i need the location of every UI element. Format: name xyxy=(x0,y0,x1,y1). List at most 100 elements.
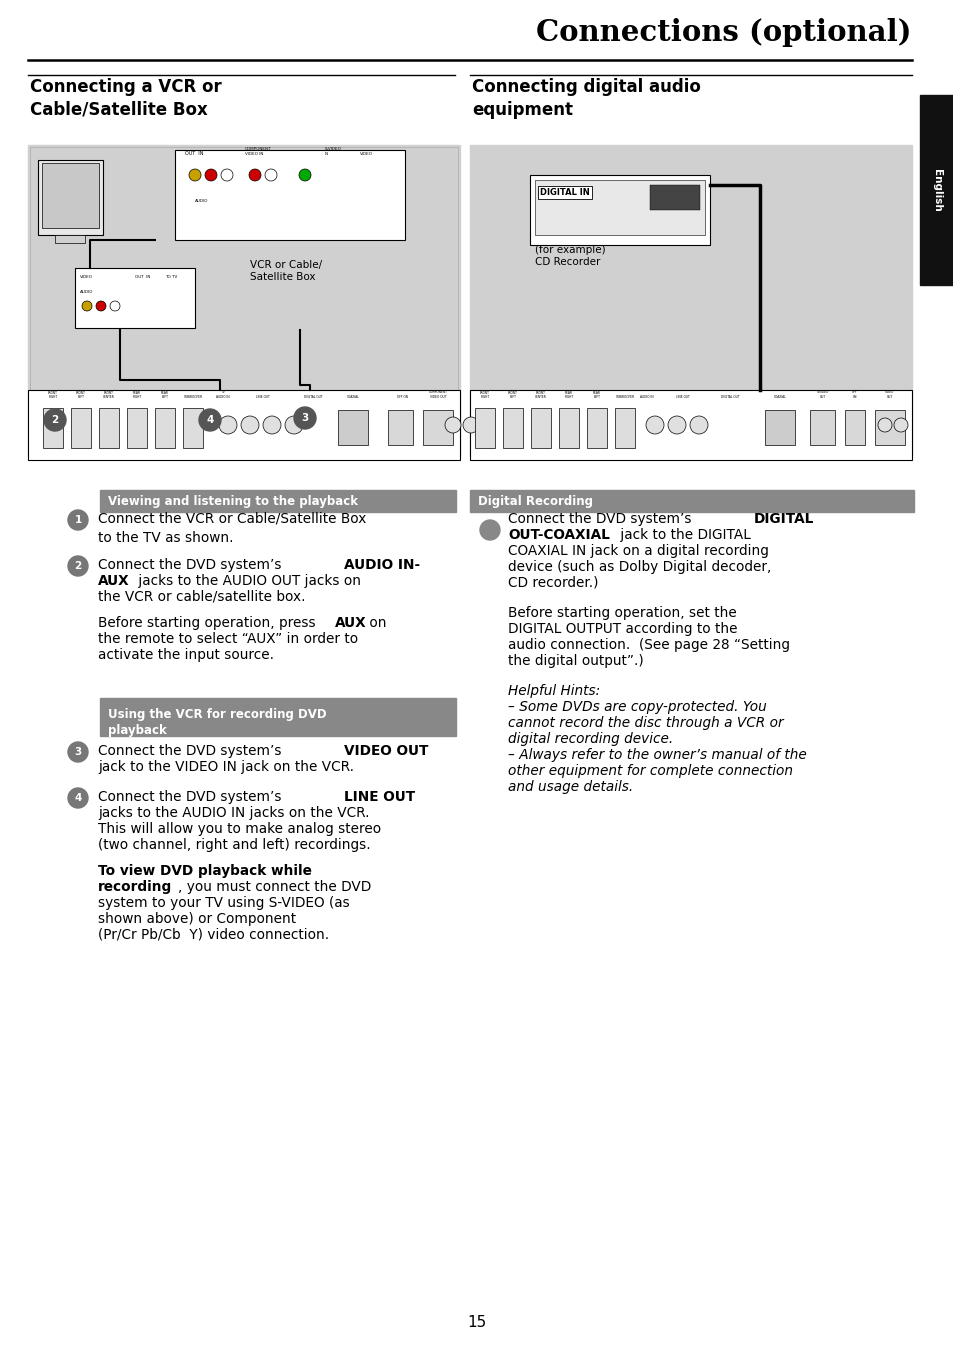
Text: DIGITAL IN: DIGITAL IN xyxy=(539,188,589,197)
Circle shape xyxy=(221,169,233,181)
Text: Using the VCR for recording DVD: Using the VCR for recording DVD xyxy=(108,708,326,721)
Circle shape xyxy=(68,510,88,530)
Circle shape xyxy=(263,416,281,434)
Bar xyxy=(43,408,63,448)
Text: the digital output”.): the digital output”.) xyxy=(507,654,643,668)
Bar xyxy=(470,389,911,460)
Text: and usage details.: and usage details. xyxy=(507,780,633,794)
Text: Connecting a VCR or
Cable/Satellite Box: Connecting a VCR or Cable/Satellite Box xyxy=(30,78,221,119)
Text: FRONT
LEFT: FRONT LEFT xyxy=(508,391,517,399)
Text: AUDIO IN: AUDIO IN xyxy=(639,395,653,399)
Circle shape xyxy=(249,169,261,181)
Bar xyxy=(558,408,578,448)
Text: the remote to select “AUX” in order to: the remote to select “AUX” in order to xyxy=(98,631,357,646)
Text: AUDIO IN-: AUDIO IN- xyxy=(344,558,419,572)
Text: VIDEO
OUT: VIDEO OUT xyxy=(884,391,894,399)
Text: AUX: AUX xyxy=(98,575,130,588)
Text: OUT-COAXIAL: OUT-COAXIAL xyxy=(507,529,609,542)
Text: DIGITAL OUTPUT according to the: DIGITAL OUTPUT according to the xyxy=(507,622,737,635)
Bar xyxy=(388,410,413,445)
Text: playback: playback xyxy=(108,725,167,737)
Text: TO TV: TO TV xyxy=(165,274,177,279)
Text: LINE OUT: LINE OUT xyxy=(344,790,415,804)
Bar xyxy=(337,410,368,445)
Bar xyxy=(174,150,405,241)
Text: Connections (optional): Connections (optional) xyxy=(536,18,911,47)
Text: Connect the VCR or Cable/Satellite Box
to the TV as shown.: Connect the VCR or Cable/Satellite Box t… xyxy=(98,512,366,545)
Text: FRONT
CENTER: FRONT CENTER xyxy=(535,391,546,399)
Text: Before starting operation, press: Before starting operation, press xyxy=(98,617,319,630)
Text: REAR
LEFT: REAR LEFT xyxy=(161,391,169,399)
Text: , you must connect the DVD: , you must connect the DVD xyxy=(178,880,371,894)
Text: English: English xyxy=(931,169,941,211)
Text: on: on xyxy=(365,617,386,630)
Text: COAXIAL IN jack on a digital recording: COAXIAL IN jack on a digital recording xyxy=(507,544,768,558)
Bar xyxy=(470,489,913,512)
Text: (Pr/Cr Pb/Cb  Y) video connection.: (Pr/Cr Pb/Cb Y) video connection. xyxy=(98,927,329,942)
Text: – Some DVDs are copy-protected. You: – Some DVDs are copy-protected. You xyxy=(507,700,766,714)
Bar xyxy=(38,160,103,235)
Circle shape xyxy=(667,416,685,434)
Text: Viewing and listening to the playback: Viewing and listening to the playback xyxy=(108,495,357,507)
Text: VIDEO: VIDEO xyxy=(359,151,373,155)
Text: (for example)
CD Recorder: (for example) CD Recorder xyxy=(535,245,605,266)
Circle shape xyxy=(285,416,303,434)
Text: AUX: AUX xyxy=(335,617,366,630)
Text: AUDIO: AUDIO xyxy=(80,289,93,293)
Bar xyxy=(42,164,99,228)
Text: recording: recording xyxy=(98,880,172,894)
Text: OFF
ON: OFF ON xyxy=(851,391,857,399)
Text: VIDEO OUT: VIDEO OUT xyxy=(344,744,428,758)
Text: 4: 4 xyxy=(206,415,213,425)
Text: shown above) or Component: shown above) or Component xyxy=(98,913,295,926)
Text: system to your TV using S-VIDEO (as: system to your TV using S-VIDEO (as xyxy=(98,896,350,910)
Text: REAR
RIGHT: REAR RIGHT xyxy=(132,391,141,399)
Bar xyxy=(649,185,700,210)
Circle shape xyxy=(68,788,88,808)
Text: Before starting operation, set the: Before starting operation, set the xyxy=(507,606,736,621)
Circle shape xyxy=(96,301,106,311)
Text: OFF ON: OFF ON xyxy=(397,395,408,399)
Text: FRONT
CENTER: FRONT CENTER xyxy=(103,391,114,399)
Text: 2: 2 xyxy=(51,415,58,425)
Text: jacks to the AUDIO OUT jacks on: jacks to the AUDIO OUT jacks on xyxy=(133,575,360,588)
Text: VCR or Cable/
Satellite Box: VCR or Cable/ Satellite Box xyxy=(250,260,322,283)
Text: jack to the VIDEO IN jack on the VCR.: jack to the VIDEO IN jack on the VCR. xyxy=(98,760,354,773)
Text: cannot record the disc through a VCR or: cannot record the disc through a VCR or xyxy=(507,717,782,730)
Bar xyxy=(30,147,457,453)
Circle shape xyxy=(44,410,66,431)
Text: Connect the DVD system’s: Connect the DVD system’s xyxy=(98,744,286,758)
Text: To view DVD playback while: To view DVD playback while xyxy=(98,864,312,877)
Bar xyxy=(531,408,551,448)
Text: 3: 3 xyxy=(74,748,82,757)
Text: Connect the DVD system’s: Connect the DVD system’s xyxy=(98,790,286,804)
Circle shape xyxy=(294,407,315,429)
Text: CD recorder.): CD recorder.) xyxy=(507,576,598,589)
Bar xyxy=(615,408,635,448)
Bar xyxy=(183,408,203,448)
Text: This will allow you to make analog stereo: This will allow you to make analog stere… xyxy=(98,822,381,836)
Text: (two channel, right and left) recordings.: (two channel, right and left) recordings… xyxy=(98,838,370,852)
Bar xyxy=(100,698,456,735)
Text: other equipment for complete connection: other equipment for complete connection xyxy=(507,764,792,777)
Bar xyxy=(874,410,904,445)
Text: S-VIDEO
OUT: S-VIDEO OUT xyxy=(816,391,828,399)
Text: – Always refer to the owner’s manual of the: – Always refer to the owner’s manual of … xyxy=(507,748,806,763)
Text: Connect the DVD system’s: Connect the DVD system’s xyxy=(98,558,286,572)
Text: SUBWOOFER: SUBWOOFER xyxy=(183,395,202,399)
Circle shape xyxy=(444,416,460,433)
Bar xyxy=(535,180,704,235)
Bar xyxy=(530,174,709,245)
Text: Helpful Hints:: Helpful Hints: xyxy=(507,684,599,698)
Circle shape xyxy=(189,169,201,181)
Text: S-VIDEO
IN: S-VIDEO IN xyxy=(325,147,341,155)
Circle shape xyxy=(298,169,311,181)
Text: FRONT
RIGHT: FRONT RIGHT xyxy=(479,391,490,399)
Bar xyxy=(586,408,606,448)
Text: Digital Recording: Digital Recording xyxy=(477,495,593,507)
Circle shape xyxy=(479,521,499,539)
Bar xyxy=(844,410,864,445)
Bar xyxy=(99,408,119,448)
Circle shape xyxy=(219,416,236,434)
Text: 1: 1 xyxy=(74,515,82,525)
